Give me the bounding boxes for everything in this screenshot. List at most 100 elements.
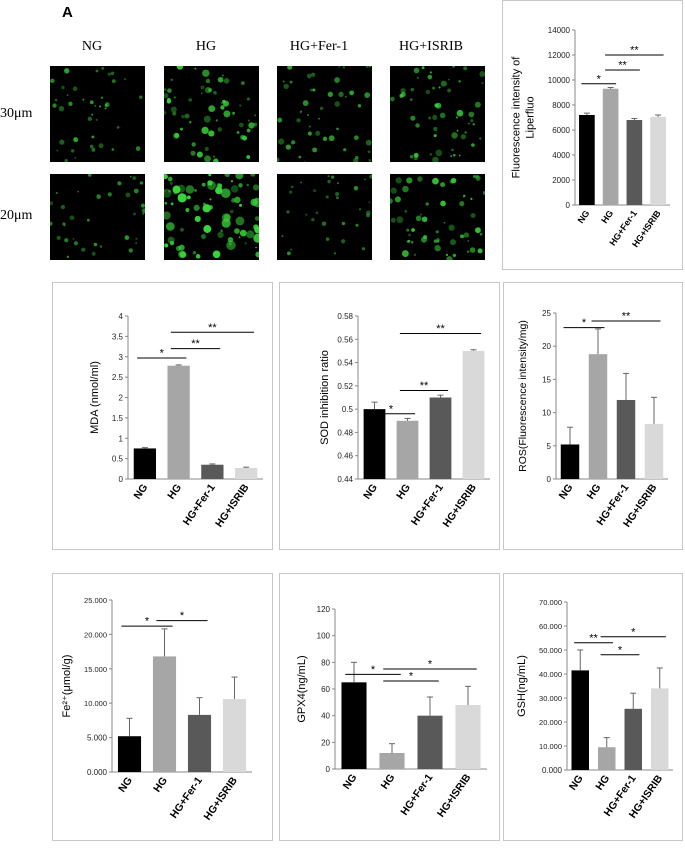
x-tick-label: HG [151,775,170,795]
bar-hg-isrib [222,699,247,772]
y-tick-label: 3.5 [112,332,124,341]
bar-hg-isrib [644,423,664,479]
bar-hg [588,354,608,479]
y-axis-label: ROS(Fluorescence intensity/mg) [517,320,529,472]
x-tick-label: HG+ISRIB [202,775,241,823]
y-tick-label: 30.000 [539,694,562,703]
y-tick-label: 3 [119,353,124,362]
y-tick-label: 50.000 [539,646,562,655]
bar-ng [579,115,595,205]
row-label-30um: 30μm [0,106,33,121]
y-tick-label: 15 [542,375,551,384]
significance-label: ** [191,338,200,350]
significance-label: * [371,664,376,676]
y-tick-label: 20 [542,342,551,351]
y-axis-label: GSH(ng/mL) [516,655,528,717]
y-axis-label: GPX4(ng/mL) [296,655,308,722]
x-tick-label: HG [165,482,184,502]
bar-ng [363,409,386,479]
micrograph-hg-isrib-30um [390,66,485,162]
y-tick-label: 2000 [552,176,570,185]
significance-label: * [618,644,623,656]
significance-label: * [389,403,394,415]
chart-f: 0.000 5.000 10.000 15.000 20.000 25.000 Fe²⁺(μ… [61,596,252,823]
y-tick-label: 5.000 [87,734,108,743]
x-tick-label: HG+Fer-1 [409,482,446,528]
significance-label: ** [208,322,217,334]
chart-e: 0 5 10 15 20 25 ROS(Fluorescence intensity/mg)… [517,309,668,530]
chart-b: 0 2000 4000 6000 8000 10000 12000 14000 Fluoresc… [511,26,670,249]
y-tick-label: 40 [321,712,330,721]
bar-hg [379,753,405,769]
micrograph-hg-fer1-30um [277,66,372,162]
column-label-hg-isrib: HG+ISRIB [399,39,463,54]
micrograph-hg-fer1-20um [277,174,372,260]
chart-d: 0.44 0.46 0.48 0.5 0.52 0.54 0.56 0.58 SOD inhib… [319,312,490,530]
x-tick-label: HG+ISRIB [213,482,252,530]
y-tick-label: 100 [317,632,331,641]
significance-label: ** [420,380,429,392]
significance-label: * [145,616,150,628]
panel-letter-a: A [62,4,73,21]
y-tick-label: 8000 [552,101,570,110]
y-tick-label: 4000 [552,151,570,160]
x-tick-label: HG [379,772,398,792]
y-tick-label: 0.5 [342,405,354,414]
y-tick-label: 12000 [548,51,571,60]
significance-label: ** [589,632,598,644]
bar-hg-fer-1 [626,120,643,205]
x-tick-label: HG [593,773,612,793]
micrograph-hg-30um [164,66,259,162]
y-tick-label: 20.000 [539,718,562,727]
y-tick-label: 40.000 [539,670,562,679]
y-tick-label: 0.58 [337,312,353,321]
y-tick-label: 15.000 [84,665,107,674]
bar-hg-fer-1 [187,714,212,772]
bar-hg-isrib [455,705,481,769]
y-tick-label: 4 [119,312,124,321]
y-tick-label: 0.48 [337,428,353,437]
y-tick-label: 70.000 [539,598,562,607]
y-tick-label: 14000 [548,26,571,35]
y-tick-label: 25 [542,309,551,318]
y-tick-label: 10 [542,409,551,418]
y-tick-label: 2 [119,394,124,403]
bar-hg [167,365,190,479]
significance-label: * [597,73,602,85]
chart-c: 0 0.5 1 1.5 2 2.5 3 3.5 4 MDA (nmol/ml) NG HGHG+Fer… [89,312,263,530]
y-tick-label: 0.52 [337,382,353,391]
significance-label: ** [630,45,639,57]
x-tick-label: NG [576,208,592,225]
y-tick-label: 5 [547,442,552,451]
significance-label: * [631,626,636,638]
y-tick-label: 20.000 [84,630,107,639]
row-label-20um: 20μm [0,208,33,223]
column-label-hg-fer1: HG+Fer-1 [289,39,349,54]
column-label-ng: NG [81,39,103,54]
y-tick-label: 0 [547,475,552,484]
bar-hg [152,656,177,772]
significance-label: ** [622,310,631,322]
bar-hg-fer-1 [616,399,636,479]
y-tick-label: 2.5 [112,373,124,382]
bar-hg [396,420,419,479]
y-tick-label: 10000 [548,76,571,85]
bar-ng [133,448,157,479]
micrograph-hg-isrib-20um [390,174,485,260]
y-tick-label: 0 [326,765,331,774]
significance-label: * [582,317,587,329]
significance-label: * [409,671,414,683]
significance-label: * [428,659,433,671]
chart-panel-c [52,282,273,550]
y-tick-label: 20 [321,738,330,747]
chart-h: 0.000 10.000 20.000 30.000 40.000 50.000 60.00… [516,598,673,821]
x-tick-label: HG [599,208,615,225]
bar-ng [117,736,142,772]
x-tick-label: HG+ISRIB [435,772,474,820]
x-tick-label: HG+Fer-1 [398,772,435,818]
y-tick-label: 80 [321,658,330,667]
y-tick-label: 0.000 [542,766,563,775]
y-tick-label: 1.5 [112,414,124,423]
y-tick-label: 120 [317,605,331,614]
bar-hg-isrib [462,350,485,479]
